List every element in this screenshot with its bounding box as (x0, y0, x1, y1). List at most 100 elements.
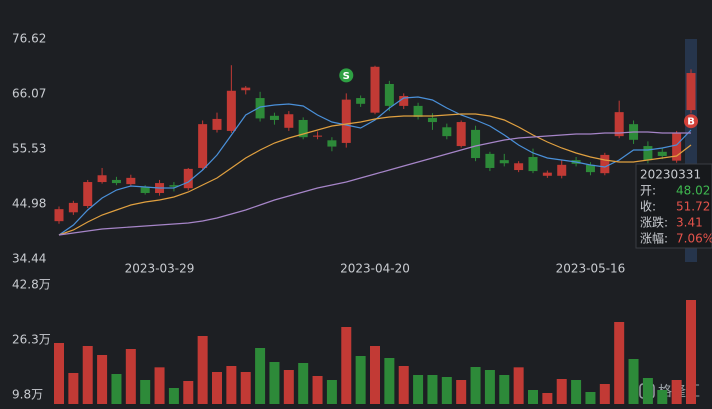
volume-bar (298, 363, 309, 404)
candle-body (672, 133, 682, 161)
tooltip-value: 3.41 (676, 216, 703, 230)
candle-body (614, 112, 624, 137)
candle-body (212, 118, 222, 130)
volume-bar (283, 370, 294, 404)
candle-body (255, 98, 265, 119)
candle-body (111, 179, 121, 184)
volume-bar (427, 375, 438, 404)
tooltip-value: 7.06% (676, 232, 712, 246)
volume-bar (484, 370, 495, 404)
candle-body (557, 164, 567, 176)
candle-body (298, 119, 308, 138)
volume-bar (384, 358, 395, 404)
candle-body (327, 140, 337, 147)
tooltip-label: 涨跌: (640, 215, 668, 230)
volume-bar (686, 300, 696, 404)
volume-bar (628, 359, 639, 404)
volume-bar (326, 380, 337, 404)
moving-average-line (58, 131, 691, 236)
volume-bar (183, 381, 194, 404)
volume-bar (571, 380, 582, 404)
volume-bar (140, 380, 151, 404)
tooltip-date: 20230331 (640, 168, 701, 182)
tooltip-label: 开: (640, 184, 656, 198)
candle-body (413, 105, 423, 117)
volume-bar (54, 343, 64, 404)
volume-tick-label: 9.8万 (12, 388, 43, 402)
candle-body (241, 87, 251, 91)
x-tick-label: 2023-05-16 (556, 262, 626, 276)
candle-body (68, 202, 78, 213)
tooltip-label: 涨幅: (640, 231, 668, 246)
volume-bar (528, 390, 538, 404)
volume-bar (212, 372, 222, 404)
y-tick-label: 66.07 (12, 87, 46, 101)
volume-bar (168, 388, 179, 404)
volume-bar (82, 346, 93, 404)
volume-bar (370, 346, 380, 404)
volume-bar (240, 372, 251, 404)
candle-body (657, 151, 667, 156)
candle-body (126, 177, 136, 185)
volume-bar (355, 356, 366, 404)
volume-bar (441, 377, 452, 404)
volume-bar (671, 380, 682, 404)
candle-body (442, 127, 452, 137)
volume-bar (657, 390, 668, 404)
volume-bar (642, 378, 653, 404)
candle-body (341, 99, 351, 143)
candle-body (485, 153, 495, 168)
volume-bar (614, 322, 625, 404)
volume-bar (197, 336, 208, 404)
trade-marker-label: S (343, 71, 350, 82)
volume-bar (556, 379, 567, 404)
candle-body (686, 73, 696, 111)
volume-bar (68, 373, 79, 404)
candle-body (585, 164, 595, 173)
trade-marker (339, 68, 354, 83)
candle-body (269, 115, 279, 120)
candle-body (399, 95, 409, 106)
moving-average-line (58, 113, 692, 236)
candle-body (226, 90, 236, 131)
volume-bar (312, 376, 323, 404)
candle-body (97, 175, 107, 183)
candle-body (427, 117, 437, 123)
moving-average-line (58, 96, 692, 236)
tooltip-value: 51.72 (676, 200, 710, 214)
volume-bar (542, 393, 553, 404)
volume-bar (255, 348, 266, 404)
volume-bar (599, 384, 610, 404)
candle-body (140, 187, 150, 193)
trade-marker (684, 114, 698, 129)
y-tick-label: 44.98 (12, 197, 46, 211)
candle-body (169, 185, 179, 187)
candle-body (600, 154, 610, 174)
volume-bar (226, 366, 237, 404)
volume-bar (398, 366, 409, 404)
candle-body (499, 160, 509, 164)
tooltip-value: 48.02 (676, 184, 710, 198)
y-tick-label: 76.62 (12, 32, 46, 46)
volume-bar (269, 362, 280, 404)
candle-body (370, 66, 380, 113)
volume-bar (456, 380, 467, 404)
volume-bar (585, 392, 596, 404)
candle-body (83, 182, 93, 207)
tooltip-box (635, 163, 712, 249)
volume-bar (125, 349, 136, 404)
volume-bar (499, 375, 510, 404)
tooltip: 20230331 开: 48.02 收: 51.72 涨跌: 3.41 涨幅: 7.06% (635, 163, 712, 249)
trade-marker-label: B (687, 117, 695, 128)
candle-body (384, 83, 394, 106)
volume-tick-label: 42.8万 (12, 278, 51, 292)
x-tick-label: 2023-03-29 (125, 262, 195, 276)
candle-body (542, 172, 552, 176)
tooltip-label: 收: (640, 200, 656, 214)
candle-body (356, 98, 366, 104)
volume-bar (413, 375, 424, 404)
volume-bar (97, 355, 108, 404)
